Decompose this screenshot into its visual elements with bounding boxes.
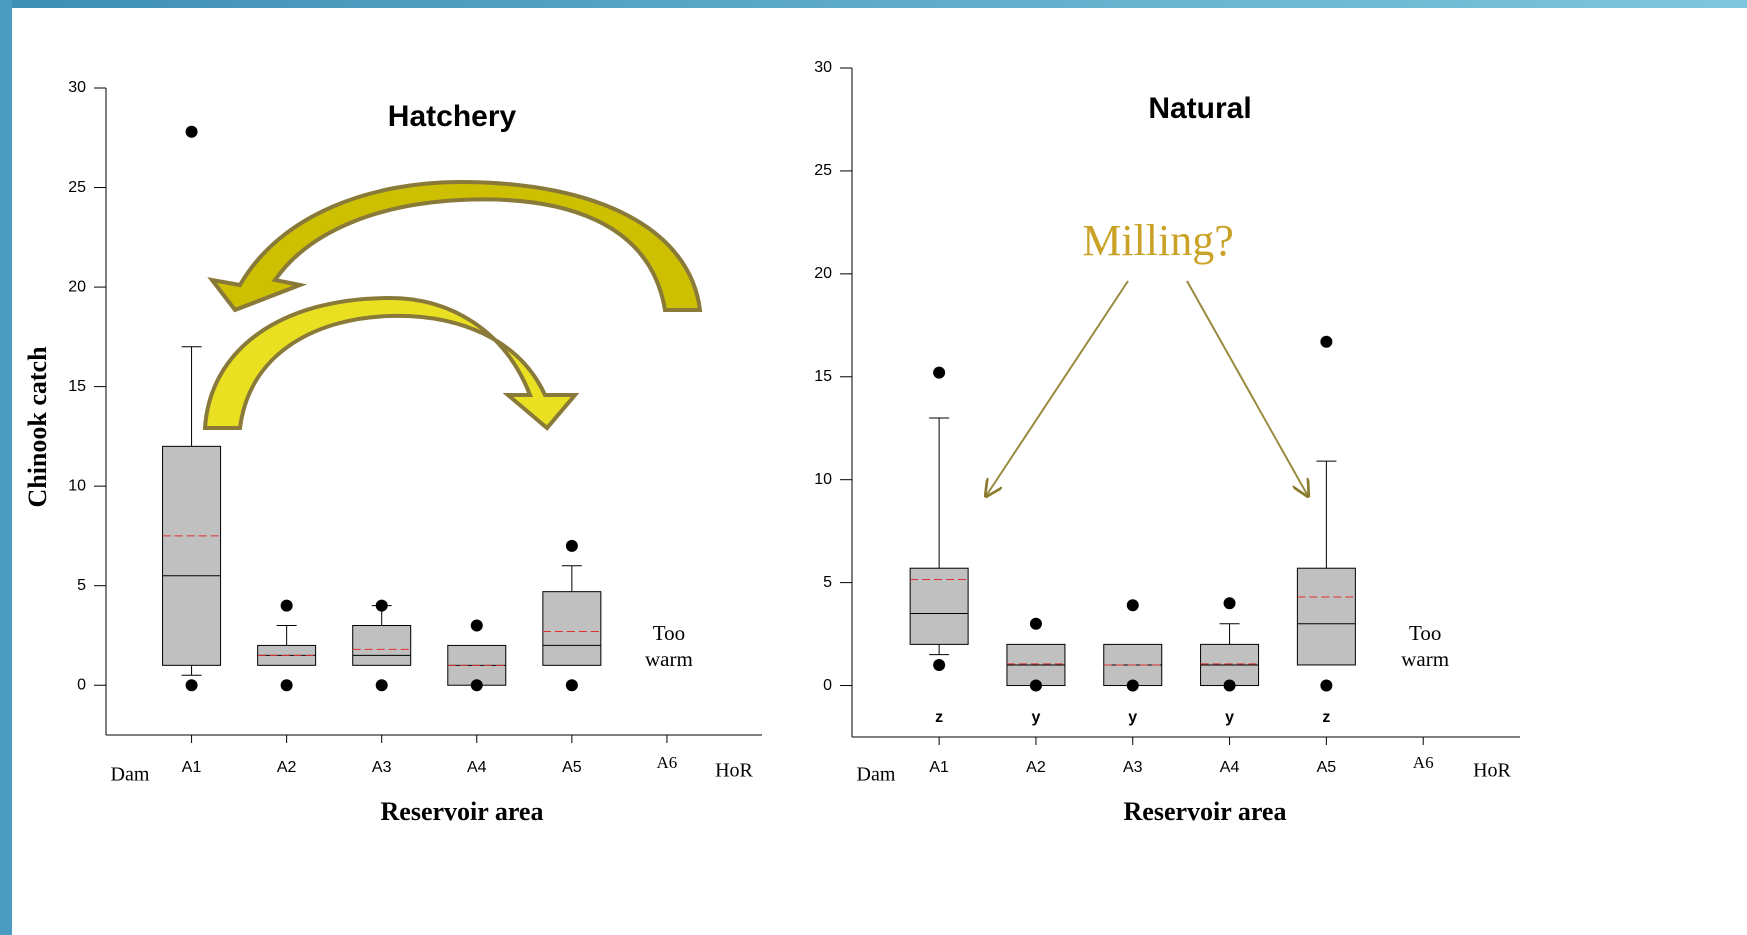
box: [1297, 568, 1355, 665]
chart-title: Natural: [1148, 92, 1251, 125]
x-axis-label: Reservoir area: [381, 797, 544, 826]
background: [0, 0, 1747, 935]
outlier: [376, 679, 388, 691]
outlier: [1320, 680, 1332, 692]
box: [163, 446, 221, 665]
callout: Milling?: [1082, 216, 1234, 265]
group-label: z: [1322, 709, 1330, 726]
x-tick-label: A6: [1413, 753, 1434, 772]
x-tick-label: A6: [657, 753, 678, 772]
x-tick-label: A3: [372, 759, 392, 776]
y-tick-label: 20: [68, 278, 86, 295]
x-tick-label: A1: [929, 759, 949, 776]
annotation: Too: [653, 621, 685, 645]
x-axis-label: Reservoir area: [1124, 797, 1287, 826]
outlier: [471, 620, 483, 632]
y-tick-label: 15: [814, 368, 832, 385]
box: [543, 592, 601, 666]
outlier: [1224, 597, 1236, 609]
annotation: warm: [645, 647, 693, 671]
end-label: Dam: [857, 764, 896, 786]
x-tick-label: A4: [1220, 759, 1240, 776]
y-tick-label: 30: [68, 79, 86, 96]
top-border: [0, 0, 1747, 8]
y-axis-label: Chinook catch: [23, 346, 52, 508]
outlier: [471, 679, 483, 691]
end-label: HoR: [1473, 760, 1511, 782]
y-tick-label: 20: [814, 265, 832, 282]
x-tick-label: A5: [1317, 759, 1337, 776]
group-label: z: [935, 709, 943, 726]
x-tick-label: A4: [467, 759, 487, 776]
slide: 0 5 10 15 20 25 30 Hatchery Chinook catch Reservo…: [0, 0, 1747, 935]
outlier: [281, 679, 293, 691]
outlier: [1224, 680, 1236, 692]
outlier: [1127, 680, 1139, 692]
x-tick-label: A5: [562, 759, 582, 776]
chart-title: Hatchery: [388, 100, 517, 133]
box: [353, 626, 411, 666]
annotation: warm: [1401, 647, 1449, 671]
x-tick-label: A1: [182, 759, 202, 776]
outlier: [1127, 599, 1139, 611]
group-label: y: [1128, 709, 1137, 726]
outlier: [933, 367, 945, 379]
x-tick-label: A3: [1123, 759, 1143, 776]
group-label: y: [1225, 709, 1234, 726]
outlier: [1030, 618, 1042, 630]
outlier: [186, 679, 198, 691]
y-tick-label: 5: [77, 577, 86, 594]
outlier: [281, 600, 293, 612]
outlier: [566, 679, 578, 691]
y-tick-label: 30: [814, 59, 832, 76]
end-label: Dam: [111, 764, 150, 786]
y-tick-label: 10: [68, 477, 86, 494]
outlier: [1030, 680, 1042, 692]
outlier: [566, 540, 578, 552]
end-label: HoR: [715, 760, 753, 782]
x-tick-label: A2: [1026, 759, 1046, 776]
y-tick-label: 5: [823, 574, 832, 591]
y-tick-label: 25: [68, 179, 86, 196]
outlier: [376, 600, 388, 612]
outlier: [933, 659, 945, 671]
y-tick-label: 0: [823, 677, 832, 694]
x-tick-label: A2: [277, 759, 297, 776]
y-tick-label: 15: [68, 378, 86, 395]
y-tick-label: 10: [814, 471, 832, 488]
y-tick-label: 25: [814, 162, 832, 179]
outlier: [1320, 336, 1332, 348]
y-tick-label: 0: [77, 676, 86, 693]
outlier: [186, 126, 198, 138]
left-border: [0, 0, 12, 935]
group-label: y: [1031, 709, 1040, 726]
annotation: Too: [1409, 621, 1441, 645]
